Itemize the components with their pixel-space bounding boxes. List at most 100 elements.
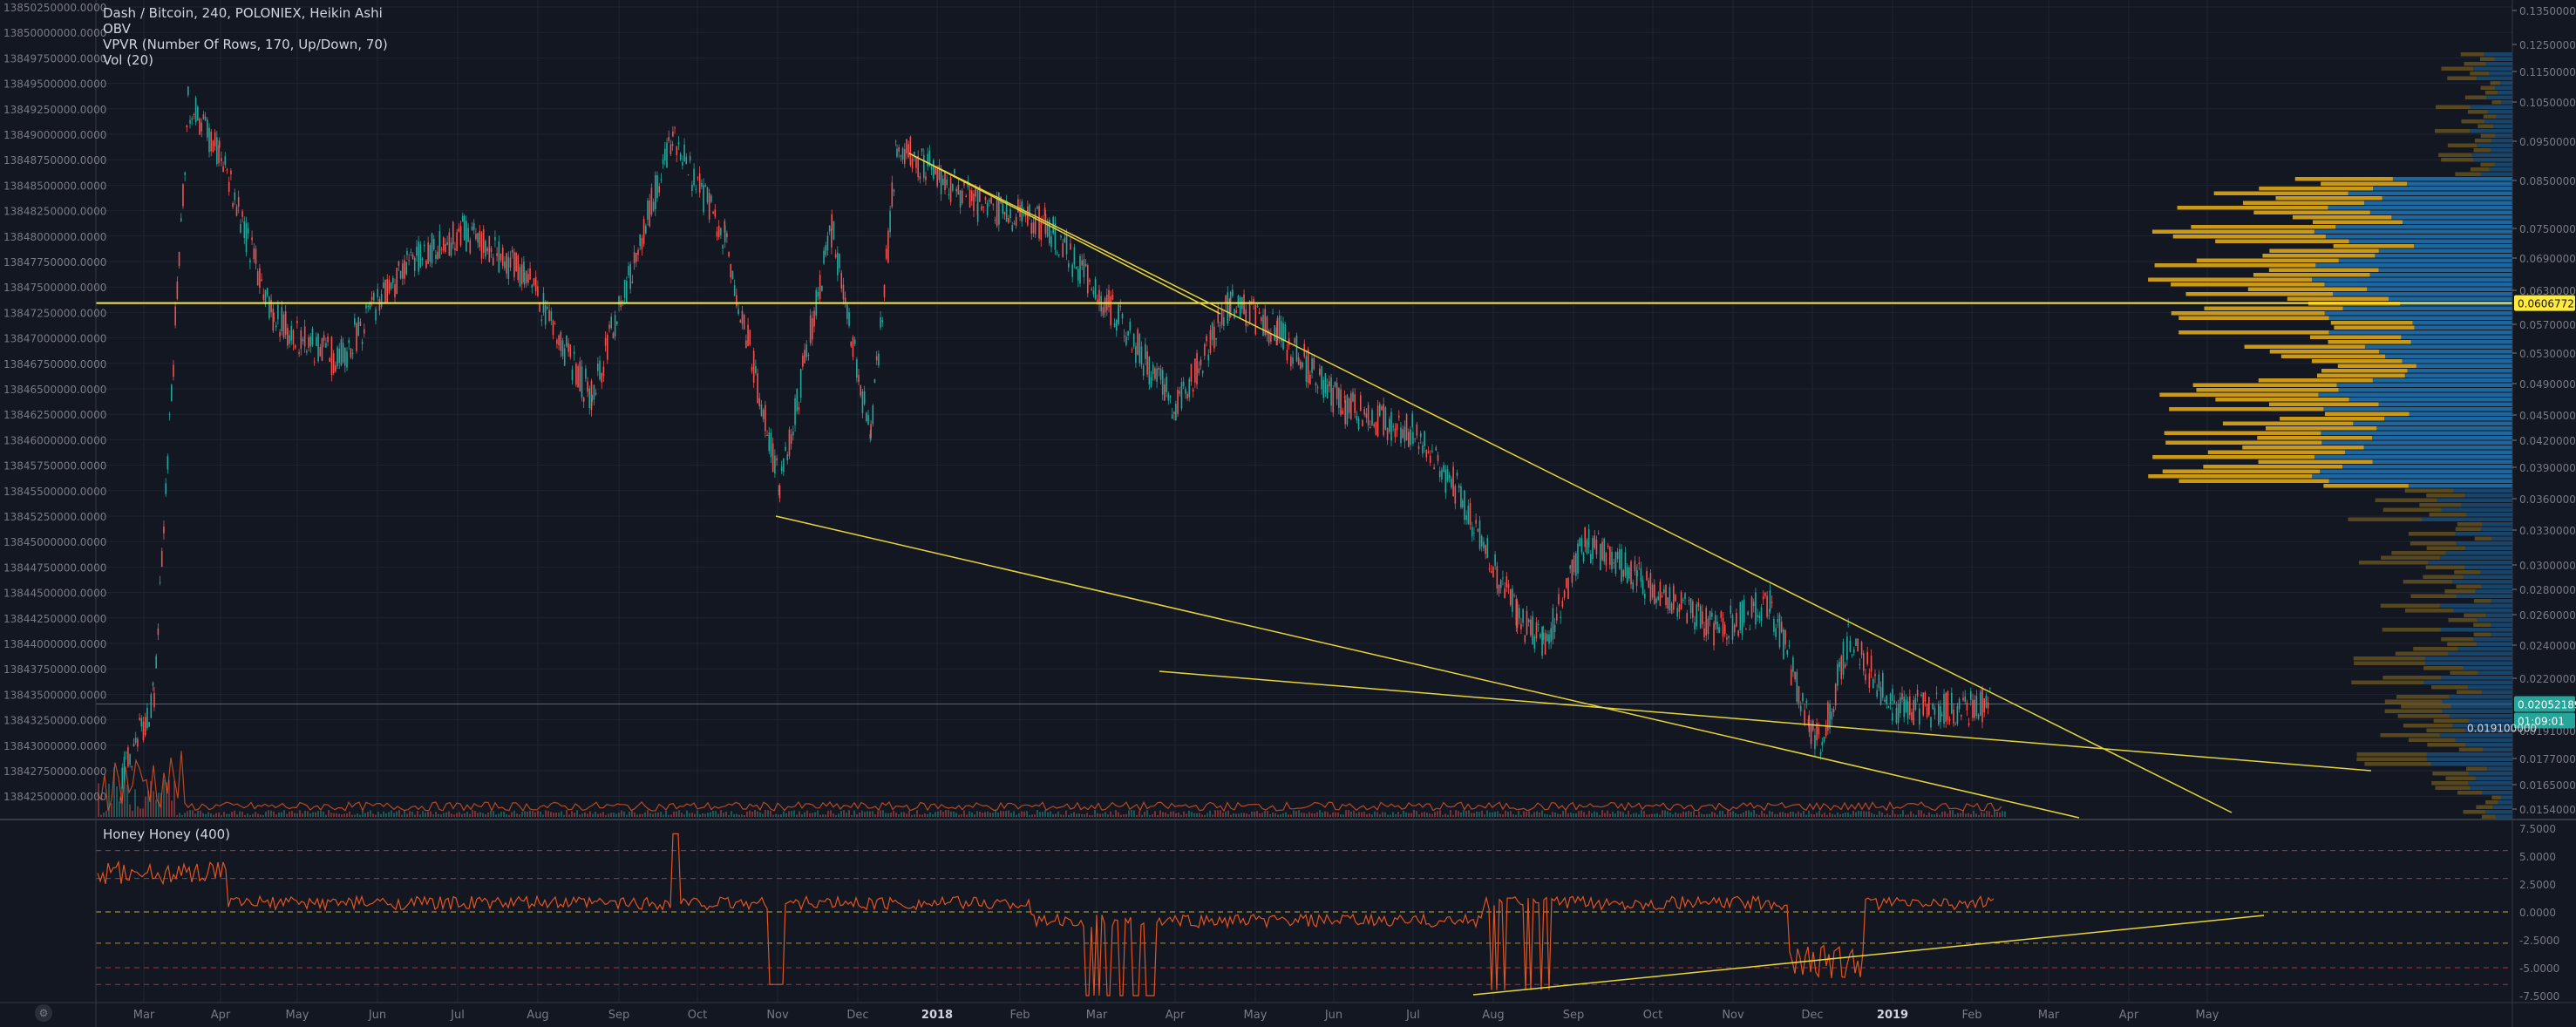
volume-bar — [1583, 812, 1585, 817]
candle-body — [199, 119, 201, 135]
volume-bar — [1510, 811, 1512, 817]
time-tick-label: Apr — [1166, 1009, 1186, 1022]
gear-icon[interactable]: ⚙ — [35, 1004, 52, 1022]
candle-body — [519, 267, 521, 287]
osc-tick-label: 5.0000 — [2519, 851, 2556, 863]
candle-body — [1974, 699, 1976, 718]
osc-tick-label: -5.0000 — [2519, 962, 2559, 975]
candle-body — [338, 349, 341, 364]
candle-body — [885, 248, 887, 259]
volume-bar — [1387, 814, 1389, 817]
candle-body — [891, 182, 894, 207]
candle-body — [1916, 690, 1919, 697]
vpvr-up-bar — [2439, 603, 2512, 608]
volume-bar — [799, 811, 800, 817]
volume-bar — [270, 810, 272, 817]
vpvr-up-bar — [2328, 330, 2512, 335]
candle-body — [386, 279, 389, 303]
vpvr-up-bar — [2314, 455, 2512, 459]
volume-bar — [1934, 814, 1935, 817]
candle-body — [1865, 674, 1866, 681]
candle-body — [1365, 413, 1368, 418]
volume-bar — [409, 811, 411, 817]
volume-bar — [1526, 812, 1527, 817]
vpvr-up-bar — [2466, 513, 2512, 517]
left-tick-label: 13849250000.0000 — [3, 104, 106, 116]
volume-bar — [1154, 811, 1156, 817]
candle-body — [191, 118, 194, 120]
candle-body — [241, 211, 243, 217]
candle-body — [1030, 222, 1033, 235]
candle-body — [1477, 528, 1479, 532]
candle-body — [1243, 294, 1245, 315]
candle-body — [486, 248, 488, 252]
volume-bar — [1758, 814, 1760, 817]
vpvr-up-bar — [2382, 196, 2512, 201]
volume-bar — [1622, 812, 1624, 817]
volume-bar — [1335, 812, 1336, 817]
volume-bar — [485, 813, 486, 817]
candle-body — [356, 323, 357, 351]
candle-body — [1928, 697, 1930, 716]
trendline — [1159, 670, 2372, 772]
volume-bar — [1709, 813, 1710, 817]
vpvr-up-bar — [2403, 220, 2512, 224]
vpvr-up-bar — [2477, 670, 2512, 675]
vpvr-down-bar — [2461, 119, 2484, 124]
volume-bar — [631, 810, 633, 817]
volume-bar — [861, 810, 863, 817]
volume-bar — [1214, 810, 1216, 817]
volume-bar — [304, 811, 306, 817]
candle-body — [421, 258, 424, 261]
candle-body — [780, 466, 783, 472]
volume-bar — [493, 811, 494, 817]
candle-body — [785, 446, 786, 451]
volume-bar — [1816, 813, 1818, 817]
candle-body — [556, 339, 558, 344]
volume-bar — [215, 813, 217, 817]
candle-body — [614, 315, 616, 337]
candle-body — [771, 443, 774, 473]
volume-bar — [163, 779, 165, 817]
vpvr-down-bar — [2321, 369, 2408, 373]
vpvr-up-bar — [2484, 119, 2512, 124]
vpvr-down-bar — [2354, 661, 2425, 665]
candle-body — [1728, 636, 1730, 638]
volume-bar — [1792, 811, 1794, 817]
volume-bar — [890, 812, 892, 817]
trendlines — [96, 153, 2512, 819]
candle-body — [858, 375, 860, 383]
volume-bar — [571, 811, 573, 817]
candle-body — [1799, 705, 1802, 712]
volume-bar — [736, 813, 737, 817]
time-tick-label: Aug — [1482, 1009, 1504, 1022]
candle-body — [425, 260, 427, 269]
volume-bar — [1165, 813, 1166, 817]
candle-body — [1758, 615, 1761, 619]
volume-bar — [595, 811, 596, 817]
candle-body — [1175, 404, 1177, 421]
candle-body — [167, 456, 169, 470]
vpvr-up-bar — [2450, 704, 2512, 709]
volume-bar — [116, 786, 118, 817]
candle-body — [893, 189, 895, 192]
candle-body — [733, 285, 736, 296]
left-tick-label: 13845750000.0000 — [3, 460, 106, 473]
volume-bar — [1050, 811, 1051, 817]
candle-body — [1305, 356, 1308, 383]
candle-body — [1125, 337, 1127, 345]
candle-body — [1560, 616, 1561, 618]
candle-body — [446, 242, 448, 245]
volume-bar — [1784, 813, 1786, 817]
vpvr-up-bar — [2481, 584, 2512, 588]
volume-bar — [1327, 812, 1329, 817]
vpvr-up-bar — [2376, 426, 2512, 431]
vpvr-down-bar — [2266, 426, 2377, 431]
vpvr-up-bar — [2455, 738, 2512, 742]
volume-bar — [451, 813, 452, 817]
vpvr-down-bar — [2441, 66, 2474, 71]
time-tick-label: Apr — [2119, 1009, 2139, 1022]
left-tick-label: 13843750000.0000 — [3, 663, 106, 676]
vpvr-down-bar — [2148, 474, 2313, 479]
